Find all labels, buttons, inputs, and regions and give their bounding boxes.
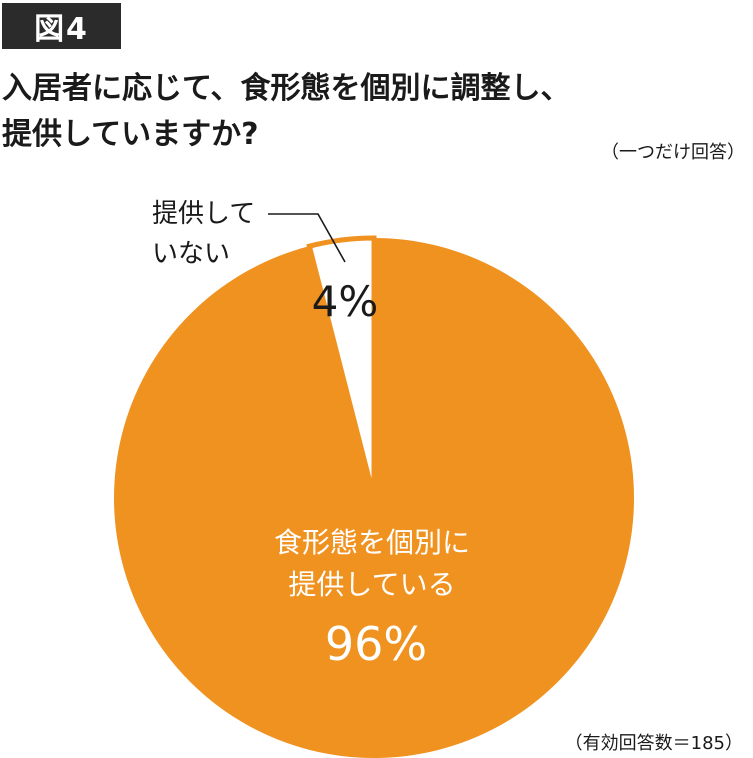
chart-title-line-2: 提供していますか? [2,117,259,152]
slice-label-not-provided-line-2: いない [152,239,230,269]
callout-leader-line-horizontal [268,213,346,263]
slice-label-provided-line-1: 食形態を個別に [274,526,470,559]
slice-label-provided-line-2: 提供している [288,568,455,601]
slice-value-provided: 96% [325,617,427,671]
slice-value-not-provided: 4% [312,277,379,326]
answer-type-note: （一つだけ回答） [601,142,745,163]
pie-slices [114,235,635,758]
pie-slice-not-provided [306,235,377,499]
sample-size-note: （有効回答数＝185） [564,733,743,754]
slice-label-not-provided-line-1: 提供して [152,199,255,229]
chart-title: 入居者に応じて、食形態を個別に調整し、 提供していますか? [2,66,747,158]
figure-number-badge: 図4 [2,3,121,49]
pie-slice-provided [114,238,635,758]
chart-title-line-1: 入居者に応じて、食形態を個別に調整し、 [2,71,571,106]
